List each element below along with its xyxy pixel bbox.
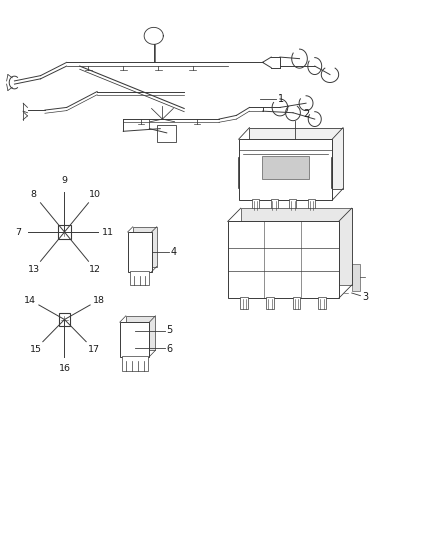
Text: 1: 1 <box>278 94 284 104</box>
Bar <box>293 297 300 309</box>
Text: 13: 13 <box>28 265 40 274</box>
Text: 9: 9 <box>61 176 67 185</box>
Bar <box>241 208 352 285</box>
Bar <box>127 232 152 272</box>
Text: 7: 7 <box>15 228 21 237</box>
Text: 12: 12 <box>89 265 101 274</box>
Bar <box>266 297 274 309</box>
Text: 15: 15 <box>29 345 42 354</box>
Text: 4: 4 <box>170 247 177 257</box>
Bar <box>133 227 157 266</box>
Text: 16: 16 <box>59 364 71 373</box>
Bar <box>308 199 315 210</box>
Text: 3: 3 <box>363 292 369 302</box>
Text: 11: 11 <box>102 228 114 237</box>
Text: 5: 5 <box>166 325 172 335</box>
Bar <box>290 199 297 210</box>
Bar <box>271 199 278 210</box>
Bar <box>352 264 360 290</box>
Bar <box>239 139 332 200</box>
Bar <box>250 127 343 189</box>
Bar <box>130 271 149 285</box>
Text: 14: 14 <box>24 295 36 304</box>
Bar <box>121 356 148 372</box>
Bar <box>157 125 177 142</box>
Text: 8: 8 <box>31 190 37 199</box>
Bar <box>240 297 248 309</box>
Bar <box>120 322 149 357</box>
Text: 6: 6 <box>166 344 172 354</box>
Bar <box>228 221 339 298</box>
Bar <box>262 156 309 179</box>
Text: 18: 18 <box>93 295 105 304</box>
Bar <box>58 224 71 239</box>
Bar <box>252 199 259 210</box>
Text: 17: 17 <box>88 345 99 354</box>
Bar <box>126 316 155 350</box>
Text: 2: 2 <box>304 109 310 119</box>
Bar <box>59 313 70 326</box>
Bar <box>318 297 326 309</box>
Text: 10: 10 <box>89 190 101 199</box>
